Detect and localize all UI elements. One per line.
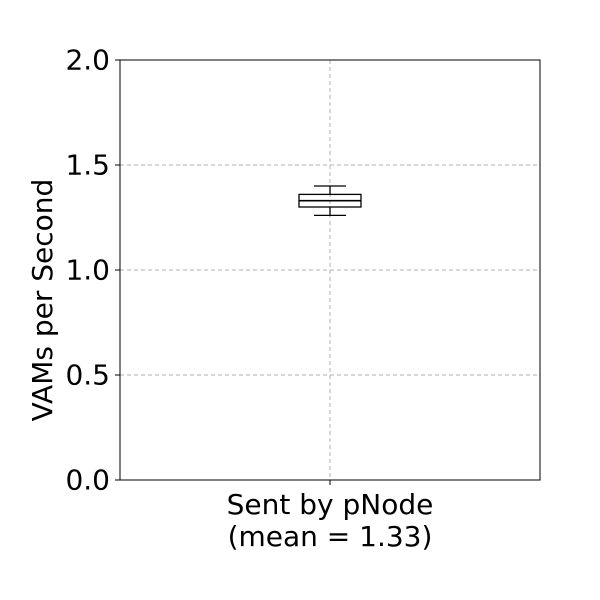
y-tick-label: 0.0 [65, 464, 110, 497]
x-tick-label: Sent by pNode [227, 488, 434, 521]
y-tick-label: 1.5 [65, 149, 110, 182]
y-tick-label: 0.5 [65, 359, 110, 392]
grid-lines [120, 59, 540, 481]
y-tick-label: 1.0 [65, 254, 110, 287]
box-plot-series [298, 185, 362, 217]
axis-ticks: 0.0 0.5 1.0 1.5 2.0 Sent by pNode(mean = 1.33… [65, 44, 433, 554]
y-tick-label: 2.0 [65, 44, 110, 77]
x-tick-label-mean: (mean = 1.33) [228, 520, 433, 553]
y-axis-label: VAMs per Second [26, 179, 59, 422]
